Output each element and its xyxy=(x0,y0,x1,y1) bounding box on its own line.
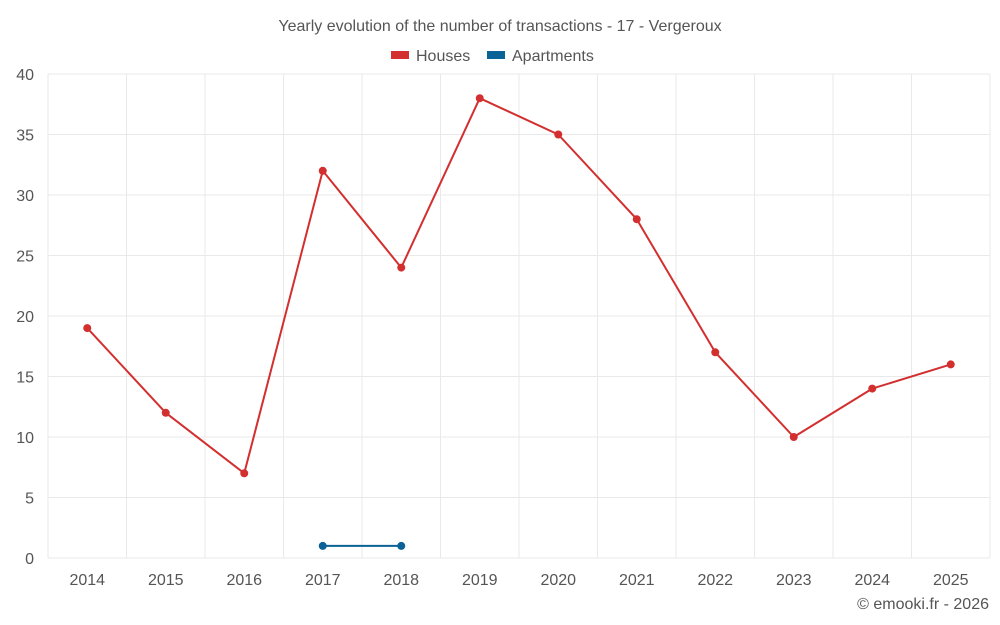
y-tick-label: 35 xyxy=(16,128,34,145)
y-tick-label: 40 xyxy=(16,67,34,84)
legend-swatch-houses xyxy=(391,51,409,59)
legend[interactable]: Houses Apartments xyxy=(391,48,594,65)
y-tick-label: 15 xyxy=(16,370,34,387)
data-point-houses-2024[interactable] xyxy=(868,384,877,393)
data-point-houses-2014[interactable] xyxy=(83,324,92,333)
data-point-houses-2015[interactable] xyxy=(161,408,170,417)
x-tick-label: 2024 xyxy=(854,572,890,589)
y-tick-label: 0 xyxy=(25,551,34,568)
data-point-houses-2022[interactable] xyxy=(711,348,720,357)
data-point-houses-2023[interactable] xyxy=(789,433,798,441)
legend-swatch-apartments xyxy=(487,51,505,59)
legend-item-apartments[interactable]: Apartments xyxy=(487,48,594,65)
data-point-houses-2017[interactable] xyxy=(318,166,327,175)
x-tick-label: 2014 xyxy=(69,572,105,589)
x-tick-label: 2020 xyxy=(540,572,576,589)
legend-item-houses[interactable]: Houses xyxy=(391,48,470,65)
x-tick-label: 2021 xyxy=(619,572,655,589)
x-tick-label: 2018 xyxy=(383,572,419,589)
data-point-apartments-2018[interactable] xyxy=(397,541,406,550)
y-tick-label: 5 xyxy=(25,491,34,508)
x-axis-ticks: 2014 2015 2016 2017 2018 2019 2020 2021 2022 2023… xyxy=(69,572,968,589)
x-tick-label: 2022 xyxy=(697,572,733,589)
chart-title: Yearly evolution of the number of transa… xyxy=(278,18,721,35)
y-axis-ticks: 0 5 10 15 20 25 30 35 40 xyxy=(16,67,34,568)
legend-label-apartments: Apartments xyxy=(512,48,594,65)
y-tick-label: 20 xyxy=(16,309,34,326)
y-tick-label: 30 xyxy=(16,188,34,205)
legend-label-houses: Houses xyxy=(416,48,470,65)
data-point-apartments-2017[interactable] xyxy=(318,541,327,550)
y-tick-label: 25 xyxy=(16,249,34,266)
series-points xyxy=(83,94,955,550)
x-tick-label: 2015 xyxy=(148,572,184,589)
data-point-houses-2025[interactable] xyxy=(946,360,955,369)
series-line-houses xyxy=(86,97,952,475)
credit-text: © emooki.fr - 2026 xyxy=(857,596,989,613)
data-point-houses-2020[interactable] xyxy=(554,130,563,139)
data-point-houses-2021[interactable] xyxy=(632,215,641,224)
x-tick-label: 2025 xyxy=(933,572,969,589)
y-tick-label: 10 xyxy=(16,430,34,447)
x-tick-label: 2019 xyxy=(462,572,498,589)
x-tick-label: 2016 xyxy=(226,572,262,589)
data-point-houses-2016[interactable] xyxy=(240,469,249,478)
data-point-houses-2019[interactable] xyxy=(475,94,484,103)
series-lines xyxy=(86,97,952,547)
data-point-houses-2018[interactable] xyxy=(397,263,406,272)
x-tick-label: 2017 xyxy=(305,572,341,589)
x-tick-label: 2023 xyxy=(776,572,812,589)
x-gridlines xyxy=(47,74,991,558)
